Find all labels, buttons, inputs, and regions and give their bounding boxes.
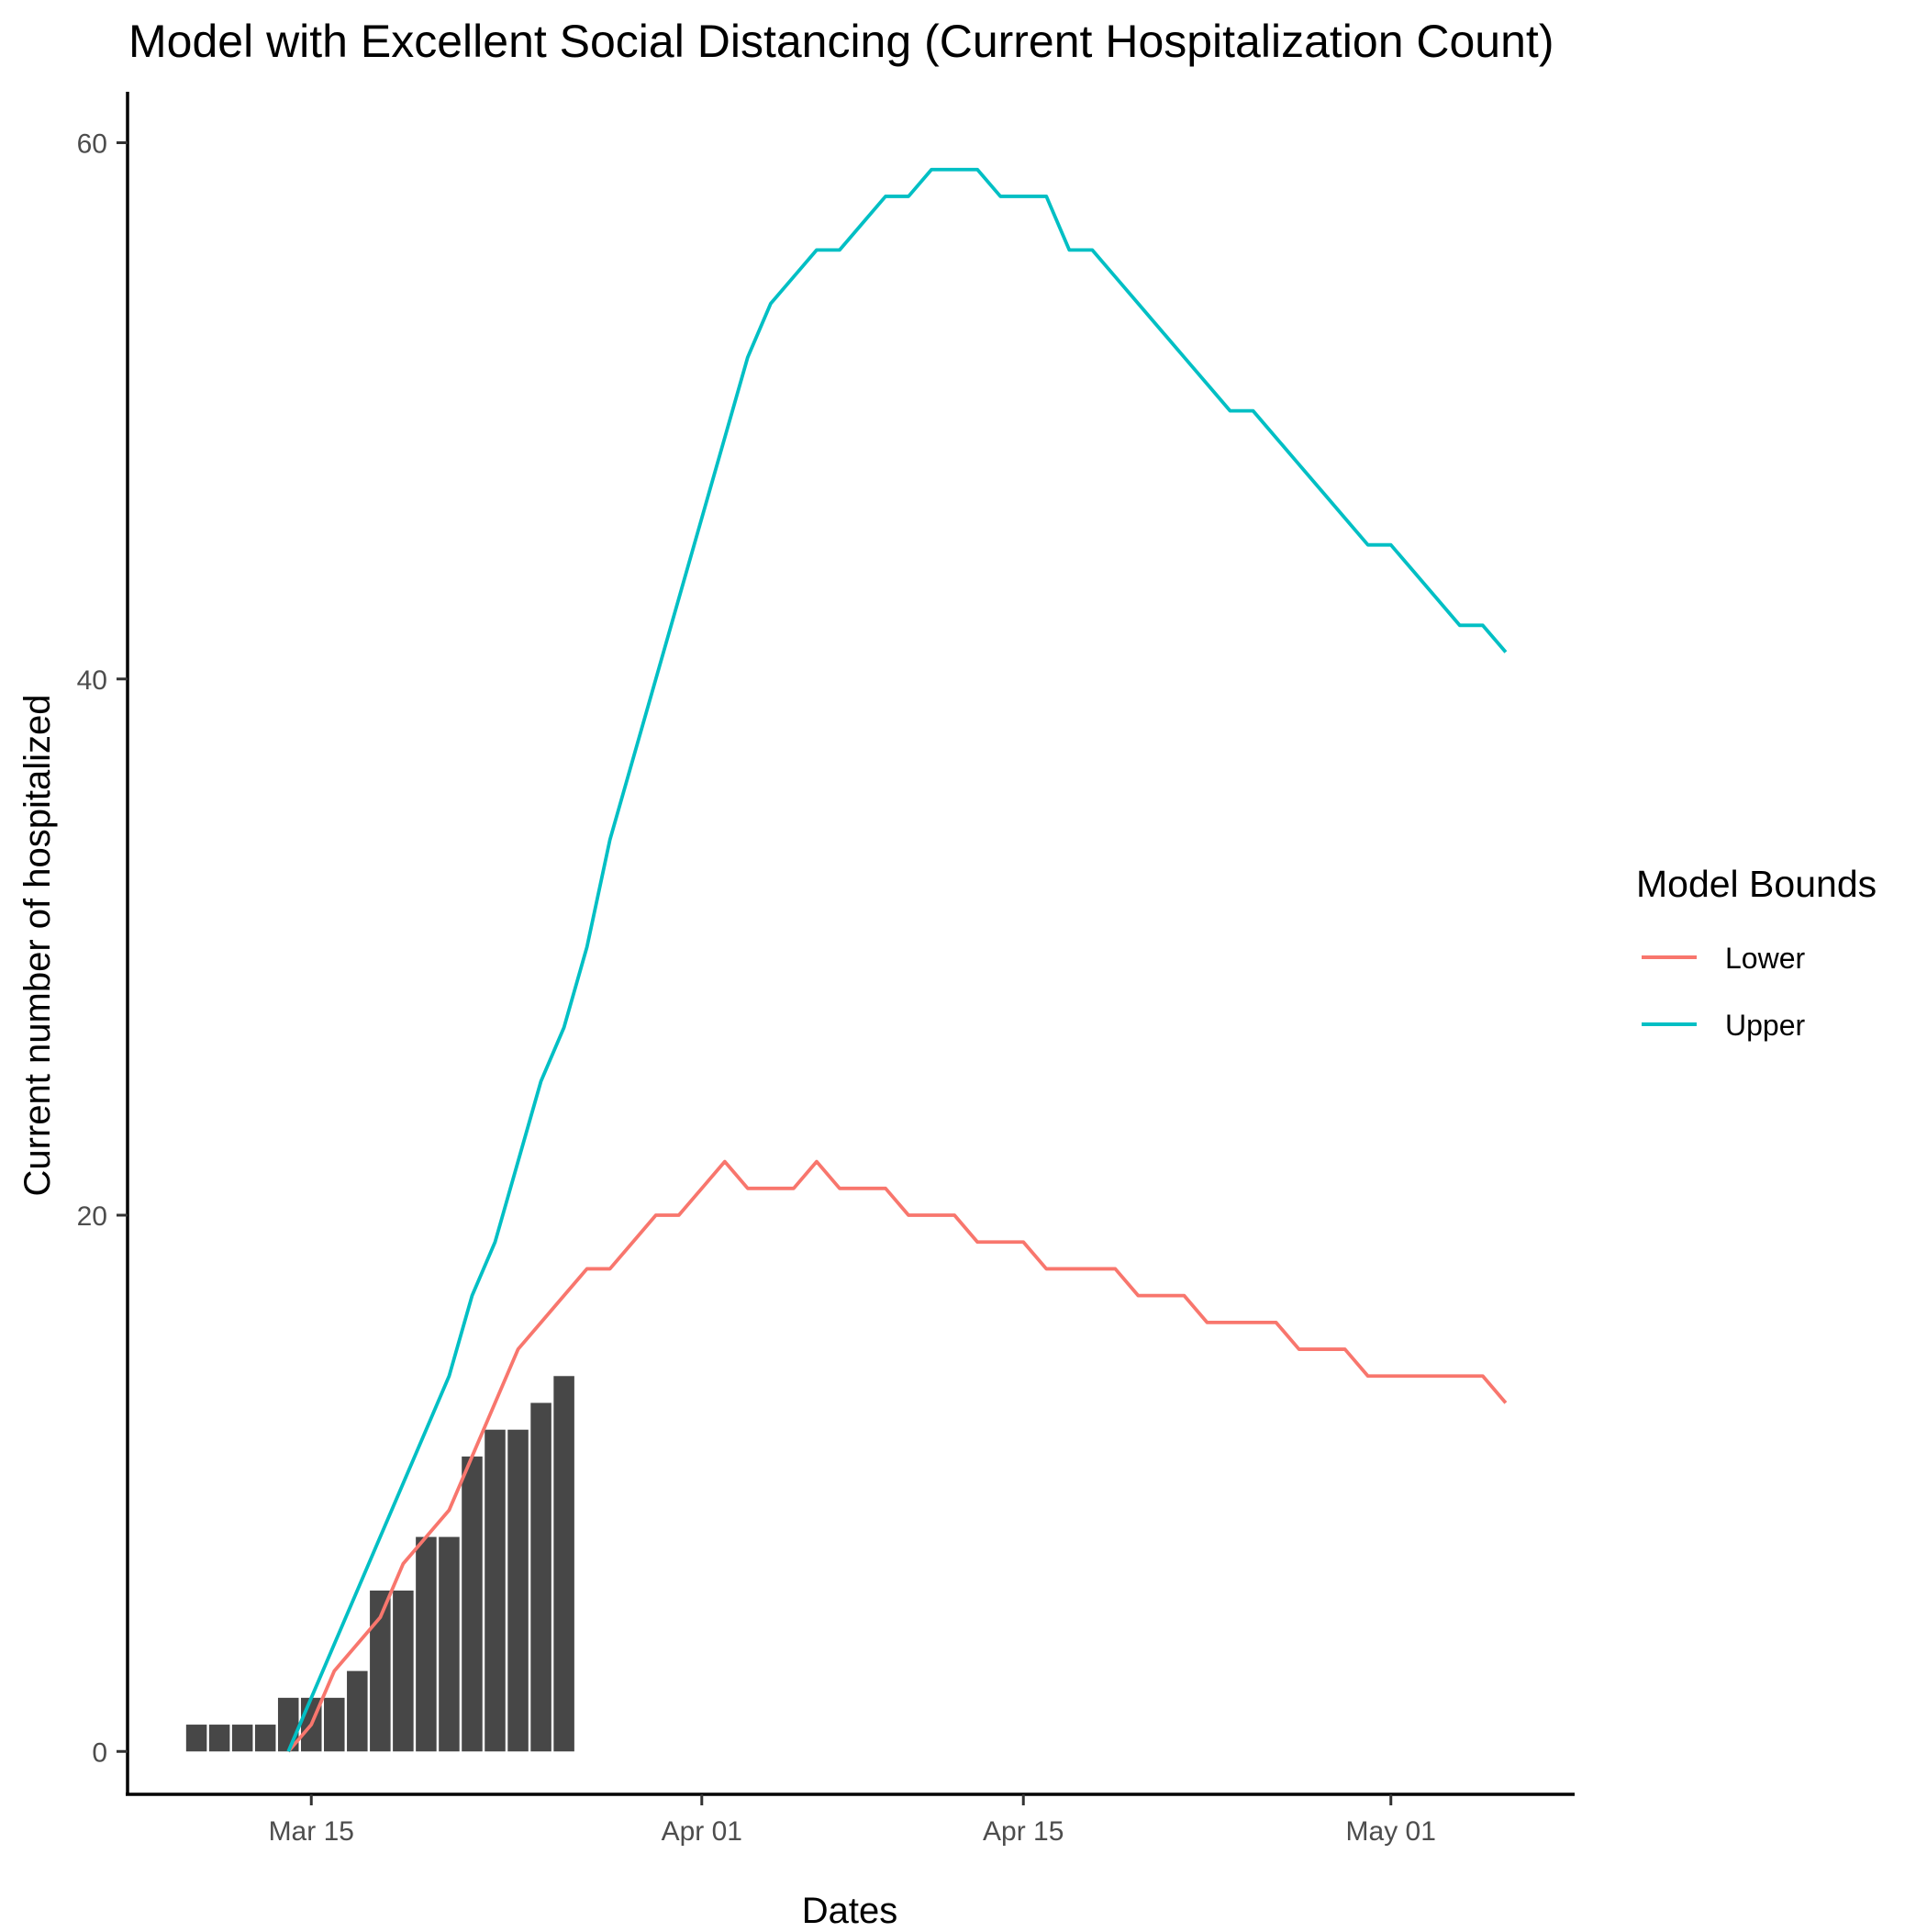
x-tick-label: Apr 15 [983,1816,1064,1847]
x-tick-label: May 01 [1346,1816,1436,1847]
y-axis-ticks: 0 20 40 60 [77,129,128,1768]
bar-2020-03-19 [393,1590,414,1752]
legend-label-upper: Upper [1725,1009,1806,1042]
y-tick-label: 0 [92,1737,107,1768]
legend: Model Bounds Lower Upper [1636,863,1877,1042]
series-line-upper [286,167,1508,1753]
legend-label-lower: Lower [1725,942,1806,975]
bar-2020-03-13 [254,1725,276,1752]
bar-2020-03-23 [485,1429,506,1752]
bar-2020-03-11 [208,1725,230,1752]
bar-2020-03-18 [370,1590,391,1752]
bar-2020-03-25 [530,1402,551,1752]
bar-2020-03-16 [324,1697,345,1752]
y-axis-title: Current number of hospitalized [17,695,58,1197]
y-tick-label: 60 [77,129,107,160]
bar-2020-03-20 [416,1536,437,1752]
bar-2020-03-26 [553,1376,574,1752]
x-axis-title: Dates [802,1891,898,1927]
chart-title: Model with Excellent Social Distancing (… [128,16,1554,67]
x-tick-label: Mar 15 [269,1816,354,1847]
bar-2020-03-12 [231,1725,253,1752]
bar-2020-03-24 [507,1429,529,1752]
series-line-lower [286,1159,1508,1753]
bar-2020-03-17 [347,1670,368,1752]
bar-2020-03-22 [462,1456,483,1752]
bars-layer [185,1376,574,1752]
x-axis-ticks: Mar 15 Apr 01 Apr 15 May 01 [269,1794,1436,1847]
legend-title: Model Bounds [1636,863,1877,905]
x-tick-label: Apr 01 [662,1816,742,1847]
lines-layer [286,167,1508,1753]
bar-2020-03-10 [185,1725,207,1752]
y-tick-label: 20 [77,1201,107,1232]
bar-2020-03-21 [439,1536,460,1752]
y-tick-label: 40 [77,665,107,696]
